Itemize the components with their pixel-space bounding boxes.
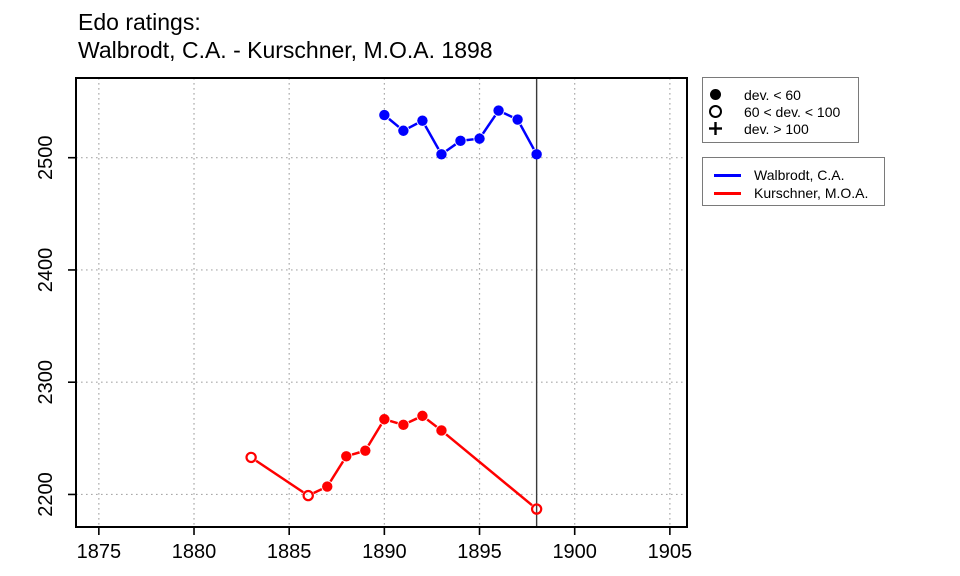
plot-frame [75,77,688,528]
data-point-filled [417,115,428,126]
x-tick-label: 1905 [648,541,693,563]
x-tick-label: 1890 [362,541,407,563]
series-segment [389,419,398,425]
series-segment [408,417,418,424]
data-point-filled [436,425,447,436]
data-point-filled [379,109,390,121]
chart-title: Edo ratings: Walbrodt, C.A. - Kurschner,… [78,8,493,64]
y-tick-label: 2300 [35,360,57,405]
series-segment [329,460,345,483]
x-tick-label: 1880 [172,541,217,563]
x-tick-label: 1885 [267,541,312,563]
x-tick-label: 1900 [552,541,597,563]
x-tick-label: 1875 [77,541,122,563]
plus-icon [708,122,722,135]
series-segment [388,117,400,128]
data-point-filled [398,125,409,136]
chart-title-line2: Walbrodt, C.A. - Kurschner, M.O.A. 1898 [78,37,493,63]
data-point-open [302,489,314,502]
series-legend-row-walbrodt: Walbrodt, C.A. [703,166,884,184]
series-segment [503,111,513,119]
marker-legend-row-filled: dev. < 60 [703,86,858,103]
data-point-filled [322,481,333,492]
data-point-filled [360,445,371,456]
series-segment [445,143,457,152]
chart-title-line1: Edo ratings: [78,9,201,35]
series-segment [426,418,438,428]
series-segment [255,459,304,494]
marker-legend-row-open: 60 < dev. < 100 [703,103,858,120]
data-point-open [245,451,257,464]
data-point-filled [531,149,542,160]
series-legend-label: Kurschner, M.O.A. [754,185,869,201]
y-tick-label: 2500 [35,135,57,180]
data-point-filled [474,133,485,144]
y-tick-label: 2200 [35,472,57,517]
marker-legend-label: dev. < 60 [744,86,801,103]
data-point-filled [417,410,428,422]
series-legend: Walbrodt, C.A. Kurschner, M.O.A. [702,157,885,206]
data-point-filled [512,114,523,125]
filled-circle-icon [709,89,721,100]
series-segment [408,122,418,130]
data-point-open [530,503,543,515]
series-segment [351,451,360,456]
series-segment [313,488,323,495]
marker-legend-row-plus: dev. > 100 [703,120,858,137]
series-segment [519,124,535,150]
data-point-filled [455,135,466,147]
series-segment [424,125,440,150]
data-point-filled [398,419,409,431]
series-segment [481,114,497,135]
series-segment [367,423,383,447]
y-tick-label: 2400 [35,248,57,293]
marker-legend-label: dev. > 100 [744,120,809,137]
series-legend-label: Walbrodt, C.A. [754,167,845,183]
series-legend-row-kurschner: Kurschner, M.O.A. [703,184,884,202]
blue-line-sample-icon [714,173,741,177]
data-point-filled [493,105,504,116]
data-point-filled [436,149,447,160]
series-segment [445,433,533,507]
marker-legend: dev. < 60 60 < dev. < 100 dev. > 100 [702,77,859,143]
open-circle-icon [708,105,722,118]
x-tick-label: 1895 [457,541,502,563]
marker-legend-label: 60 < dev. < 100 [744,103,841,120]
data-point-filled [341,451,352,462]
data-point-filled [379,414,390,425]
red-line-sample-icon [714,191,741,195]
series-segment [466,138,474,142]
